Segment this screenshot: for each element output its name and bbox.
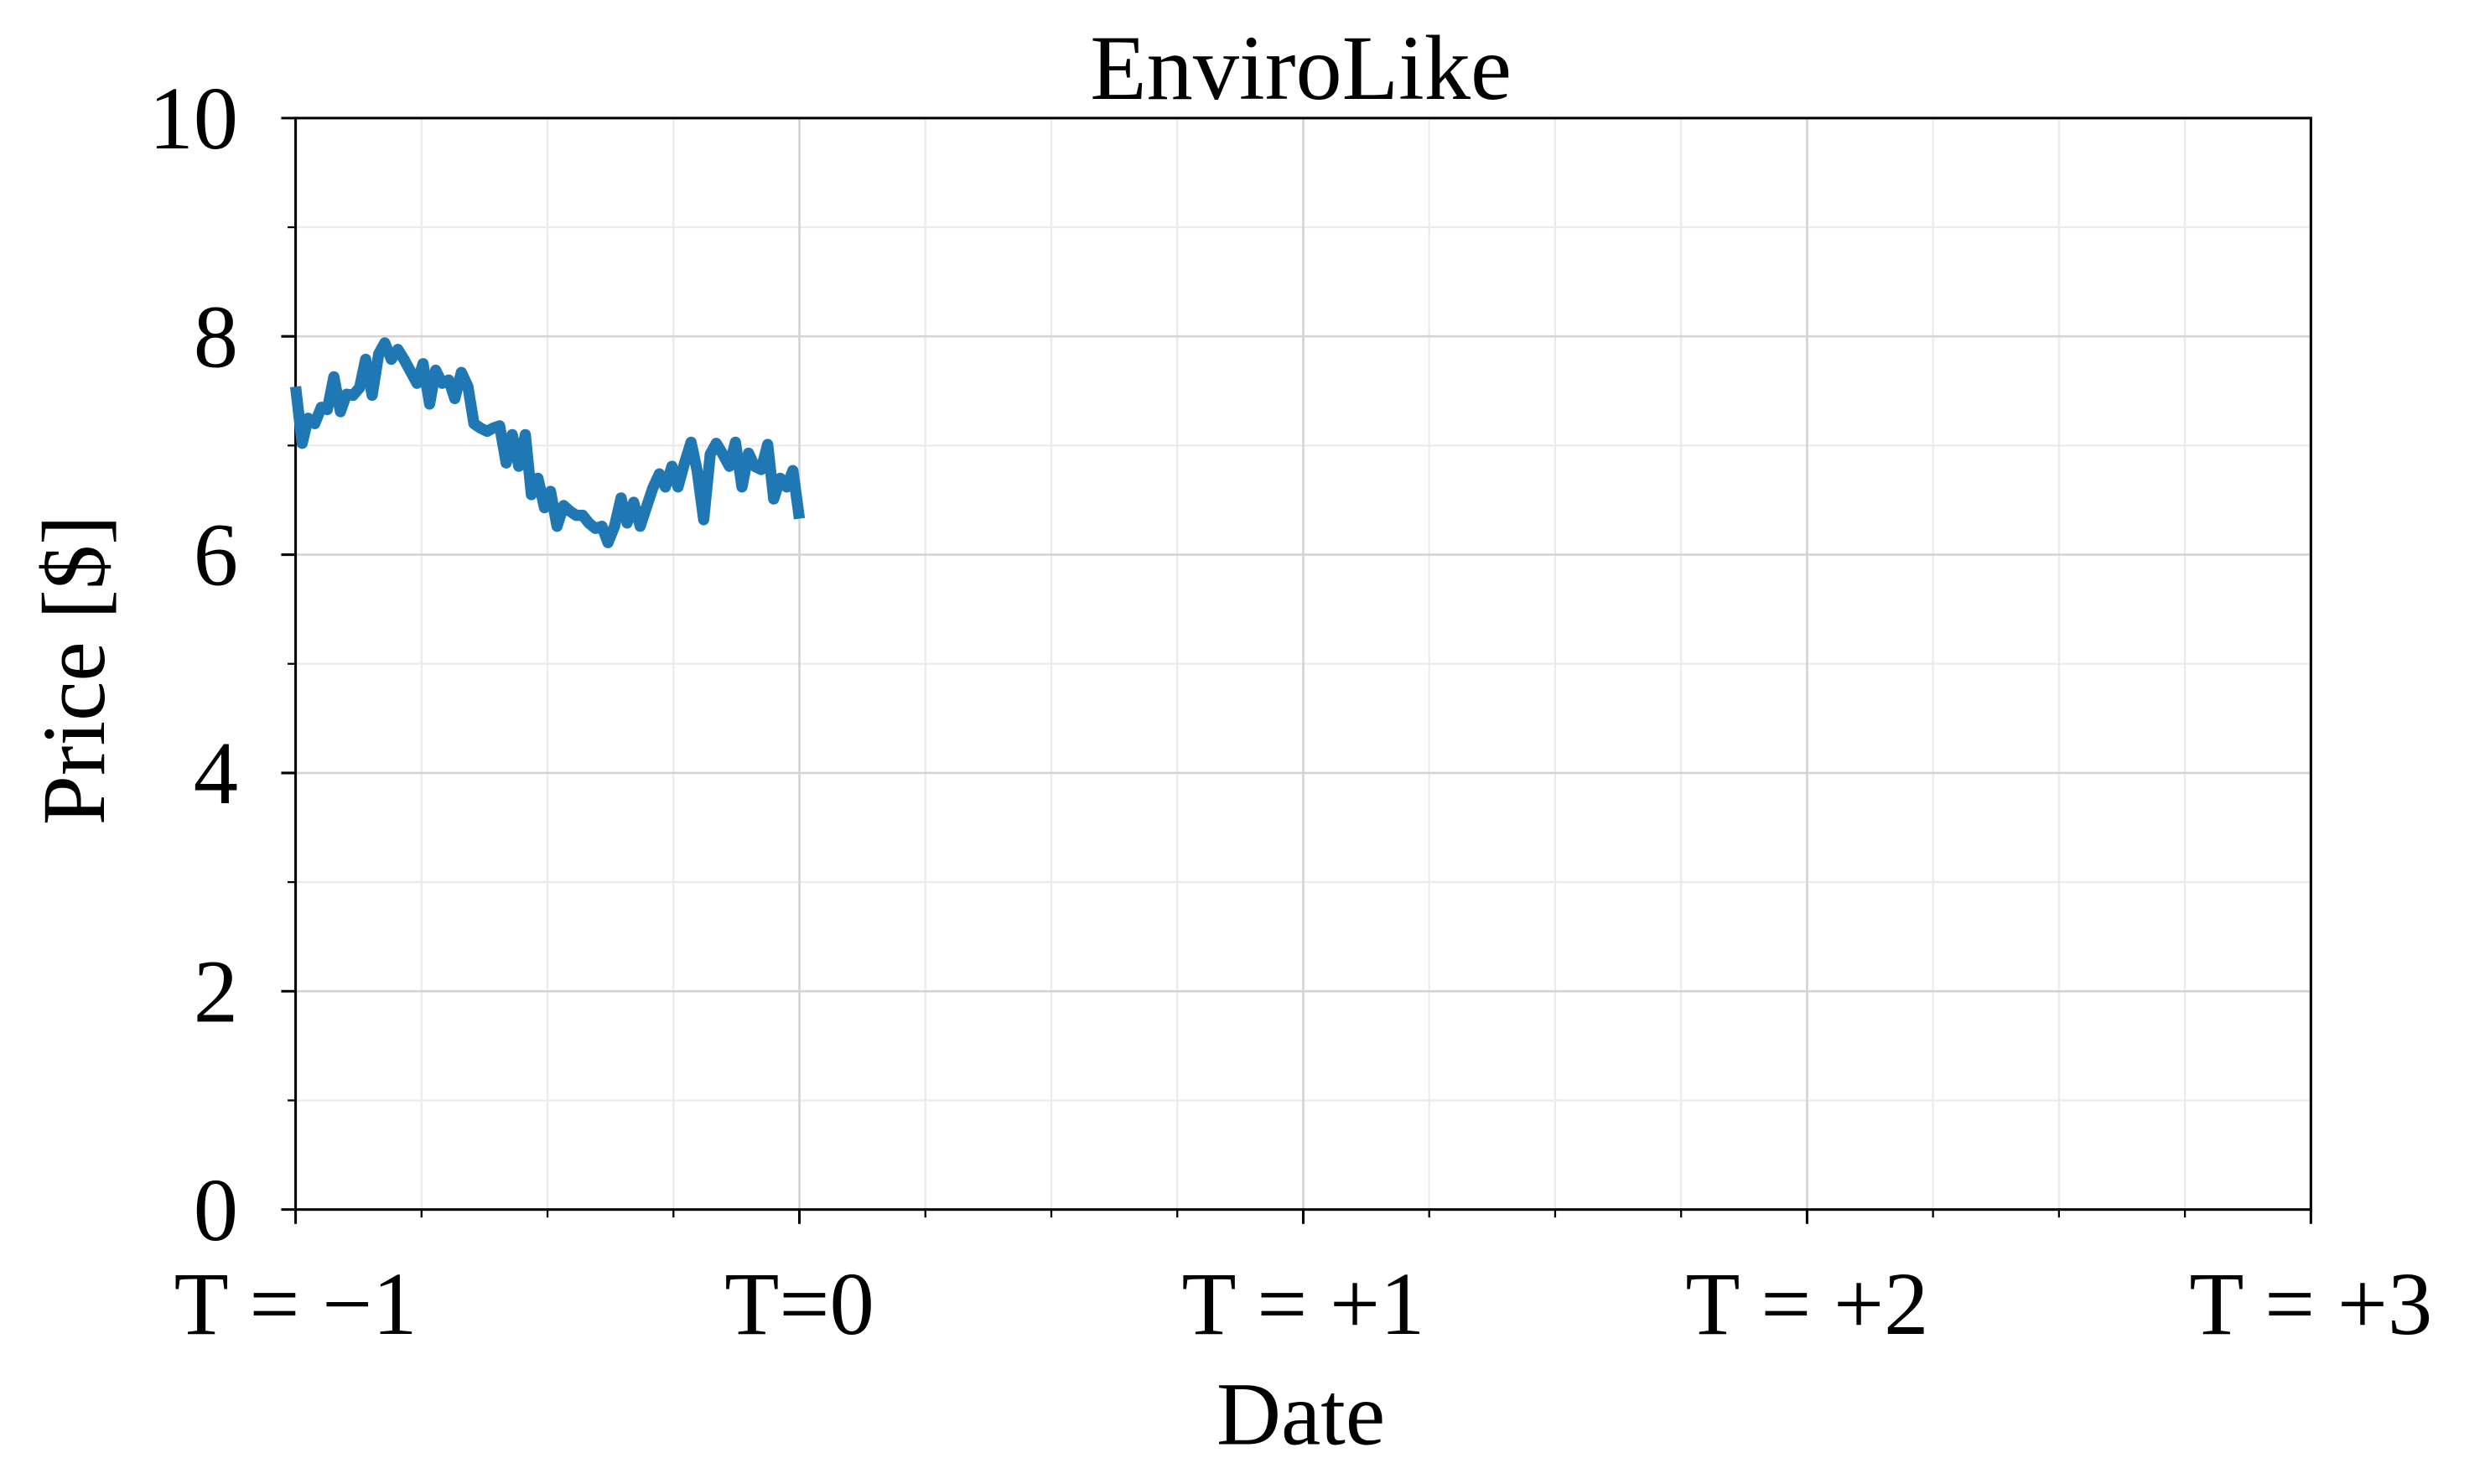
x-axis-label: Date	[1216, 1365, 1385, 1464]
y-tick-label: 2	[194, 942, 238, 1041]
plot-frame	[294, 117, 2312, 1212]
x-tick-label: T=0	[724, 1255, 874, 1354]
chart-title: EnviroLike	[1090, 17, 1512, 119]
y-tick-label: 4	[194, 724, 238, 823]
y-tick-label: 6	[194, 506, 238, 605]
y-tick-label: 10	[148, 70, 238, 169]
y-tick-label: 8	[194, 288, 238, 387]
y-axis-label: Price [$]	[25, 515, 124, 825]
x-tick-label: T = −1	[174, 1255, 418, 1354]
data-line	[289, 337, 806, 548]
x-tick-label: T = +1	[1181, 1255, 1424, 1354]
x-tick-label: T = +3	[2189, 1255, 2432, 1354]
x-tick-label: T = +2	[1685, 1255, 1928, 1354]
y-tick-label: 0	[194, 1161, 238, 1260]
